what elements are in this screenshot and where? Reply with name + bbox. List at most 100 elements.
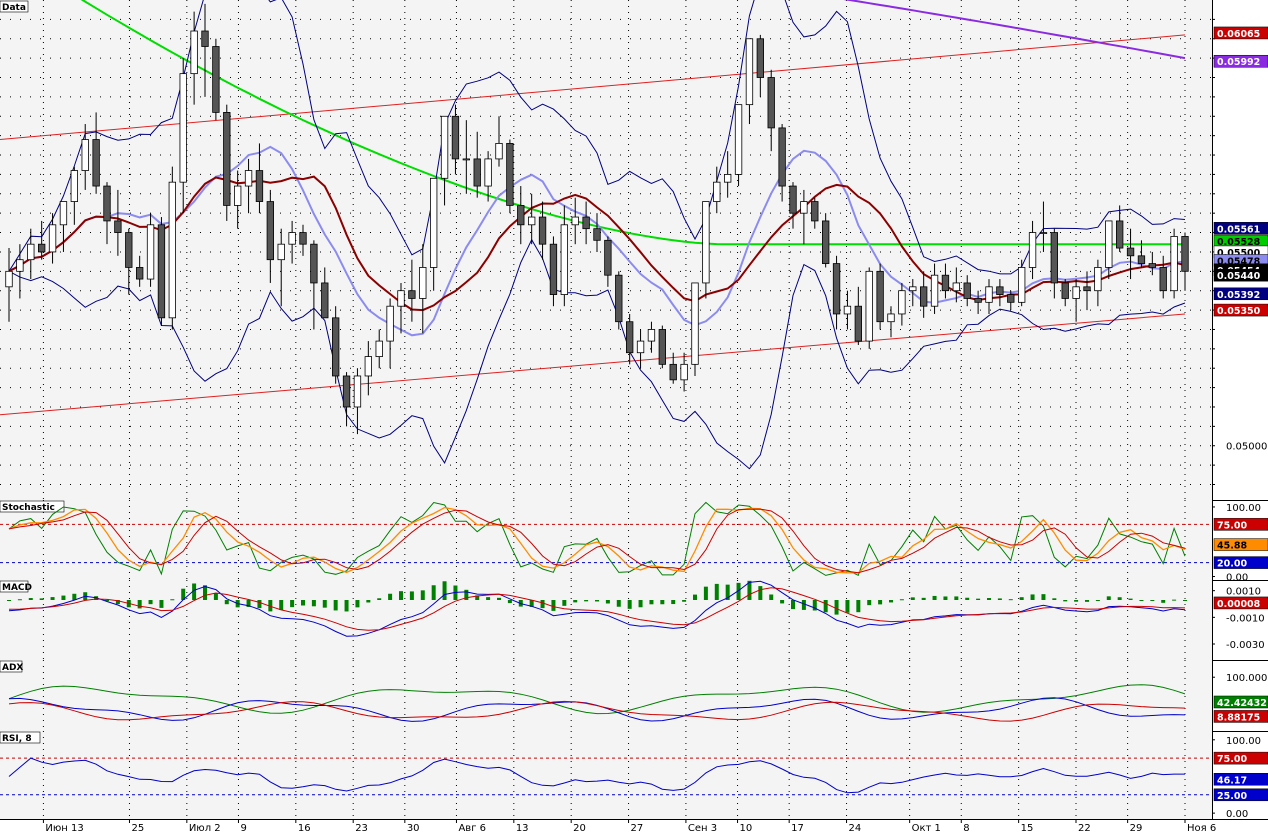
x-tick-label: 22: [1078, 823, 1091, 834]
candle: [1170, 236, 1178, 292]
candle: [255, 170, 264, 202]
macd-histogram-bar: [889, 600, 893, 603]
value-tag: [1213, 710, 1268, 723]
candle: [528, 216, 536, 226]
candle: [832, 263, 841, 315]
candle: [756, 38, 764, 78]
macd-histogram-bar: [758, 586, 763, 600]
macd-histogram-bar: [943, 596, 948, 600]
macd-histogram-bar: [7, 600, 11, 601]
candle: [408, 290, 416, 299]
candle: [440, 115, 449, 179]
x-tick-label: 8: [963, 823, 969, 834]
macd-histogram-bar: [573, 600, 578, 603]
candle: [321, 282, 329, 319]
value-tag-text: 46.17: [1217, 775, 1247, 786]
macd-histogram-bar: [1052, 598, 1057, 600]
candle: [974, 298, 982, 303]
macd-histogram-bar: [801, 600, 806, 610]
stoch-k-line: [8, 506, 1186, 574]
value-tag-text: 20.00: [1217, 559, 1247, 570]
candle: [843, 305, 852, 315]
candle: [1148, 263, 1156, 268]
macd-signal-line: [8, 587, 1186, 631]
macd-histogram-bar: [649, 600, 654, 605]
candle: [310, 243, 318, 284]
x-tick-label: 16: [298, 823, 311, 834]
macd-histogram-bar: [976, 598, 981, 600]
candle: [212, 46, 220, 113]
macd-histogram-bar: [965, 597, 970, 600]
candle: [582, 216, 590, 230]
candle: [789, 185, 797, 214]
macd-histogram-bar: [693, 594, 697, 600]
value-tag: [1213, 788, 1268, 802]
value-tag: [1213, 268, 1268, 282]
candle: [822, 220, 830, 264]
macd-histogram-bar: [159, 600, 164, 608]
candle: [266, 201, 275, 261]
macd-histogram-bar: [638, 600, 643, 608]
y-tick-label: 100.00: [1226, 503, 1261, 514]
value-tag-text: 25.00: [1217, 791, 1247, 802]
candle: [1039, 232, 1048, 234]
y-tick-label: 100.00000: [1226, 673, 1268, 684]
macd-histogram-bar: [899, 599, 904, 601]
value-tag-text: 0.00008: [1217, 599, 1261, 610]
macd-histogram-bar: [997, 598, 1002, 600]
value-tag: [1213, 54, 1268, 68]
candle: [1137, 255, 1146, 264]
macd-histogram-bar: [1095, 600, 1100, 601]
value-tag-text: 8.88175: [1217, 712, 1260, 723]
value-tag: [1213, 222, 1268, 235]
candle: [429, 177, 438, 268]
macd-histogram-bar: [616, 600, 621, 607]
macd-histogram-bar: [703, 586, 708, 600]
candle: [1072, 286, 1080, 299]
candle: [1007, 294, 1015, 303]
candle: [462, 158, 471, 161]
candle: [1126, 247, 1135, 257]
candle: [626, 321, 634, 354]
value-tag-text: 75.00: [1217, 520, 1247, 531]
candle: [277, 243, 285, 261]
macd-histogram-bar: [540, 600, 545, 609]
candle: [898, 290, 906, 315]
macd-histogram-bar: [246, 600, 251, 607]
panel-bg-4: [0, 731, 1212, 819]
candle: [495, 143, 503, 160]
candle: [876, 270, 884, 323]
y-tick-label: 0.05000: [1226, 442, 1267, 453]
candle: [549, 243, 558, 295]
value-tag-text: 0.05528: [1217, 237, 1261, 248]
candle: [353, 375, 362, 408]
macd-histogram-bar: [845, 600, 850, 613]
candle: [996, 286, 1004, 295]
candle: [397, 290, 405, 307]
candle: [190, 30, 198, 75]
x-tick-label: Авг 6: [458, 823, 486, 834]
macd-histogram-bar: [780, 600, 785, 604]
candle: [1105, 220, 1113, 268]
panel-bg-2: [0, 580, 1212, 660]
macd-histogram-bar: [682, 600, 687, 602]
x-tick-label: Сен 3: [688, 823, 717, 834]
macd-histogram-bar: [878, 600, 883, 605]
candle: [331, 317, 340, 377]
macd-histogram-bar: [747, 580, 752, 600]
panel-title-box: [0, 0, 29, 13]
candle: [517, 205, 525, 226]
macd-histogram-bar: [1183, 600, 1187, 601]
macd-histogram-bar: [409, 591, 414, 600]
x-tick-label: 20: [573, 823, 586, 834]
macd-histogram-bar: [921, 597, 926, 600]
candle: [941, 274, 950, 292]
panel-title-0: Data: [2, 3, 26, 13]
macd-histogram-bar: [605, 600, 610, 604]
macd-histogram-bar: [39, 598, 44, 600]
macd-histogram-bar: [1074, 600, 1079, 602]
macd-histogram-bar: [867, 600, 872, 606]
candle: [146, 224, 155, 280]
candle: [484, 158, 492, 187]
value-tag-text: 0.05350: [1217, 306, 1261, 317]
